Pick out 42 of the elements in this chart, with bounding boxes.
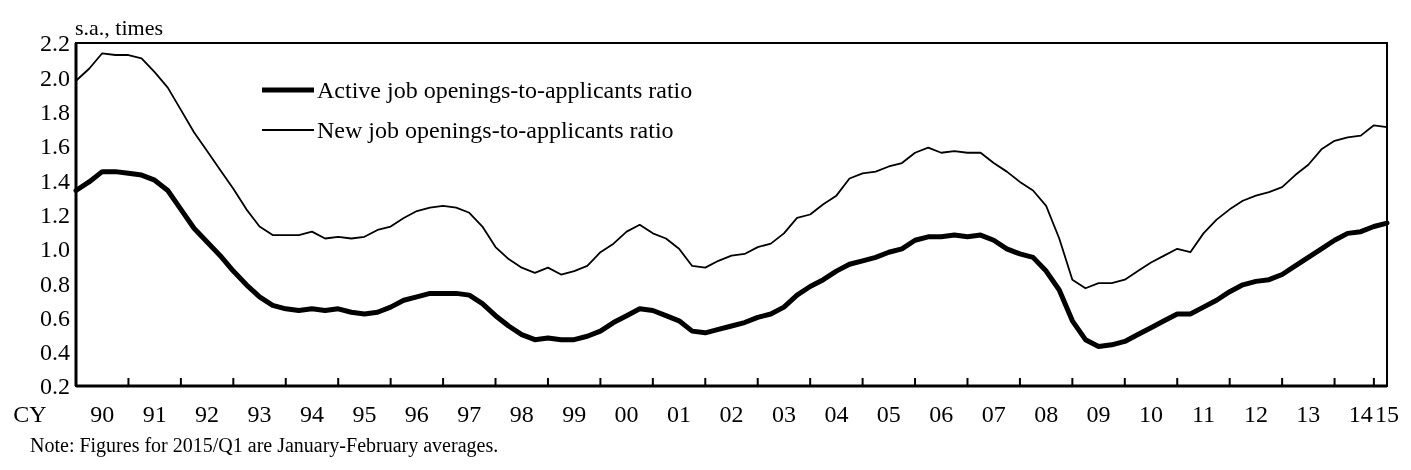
y-tick-label: 2.0	[40, 64, 70, 91]
y-tick-label: 1.2	[40, 201, 70, 228]
y-tick-label: 0.2	[40, 373, 70, 400]
x-tick-label: 00	[614, 401, 639, 427]
x-axis-title: CY	[13, 401, 47, 427]
x-tick-label: 97	[457, 401, 482, 427]
x-tick-label: 09	[1086, 401, 1111, 427]
x-tick-label: 02	[719, 401, 744, 427]
x-tick-label: 13	[1296, 401, 1321, 427]
x-tick-label: 15	[1375, 401, 1399, 427]
x-tick-label: 14	[1348, 401, 1373, 427]
y-tick-label: 1.6	[40, 133, 70, 160]
y-tick-label: 2.2	[40, 30, 70, 57]
y-tick-label: 1.0	[40, 236, 70, 263]
y-tick-label: 1.8	[40, 99, 70, 125]
y-axis-title: s.a., times	[75, 15, 163, 40]
y-tick-label: 1.4	[40, 167, 70, 194]
x-tick-label: 08	[1034, 401, 1059, 427]
x-tick-label: 06	[929, 401, 954, 427]
x-tick-label: 95	[352, 401, 377, 427]
x-tick-label: 01	[667, 401, 692, 427]
x-tick-label: 90	[90, 401, 115, 427]
x-tick-label: 93	[247, 401, 272, 427]
x-tick-label: 03	[771, 401, 796, 427]
x-tick-label: 12	[1243, 401, 1268, 427]
y-tick-label: 0.4	[40, 339, 70, 366]
x-tick-label: 96	[404, 401, 429, 427]
x-tick-label: 05	[876, 401, 901, 427]
x-tick-label: 94	[299, 401, 324, 427]
x-tick-label: 11	[1191, 401, 1216, 427]
x-tick-label: 92	[195, 401, 220, 427]
x-tick-label: 10	[1139, 401, 1164, 427]
legend-label: Active job openings-to-applicants ratio	[317, 77, 693, 104]
x-tick-label: 91	[142, 401, 167, 427]
x-tick-label: 04	[824, 401, 849, 427]
x-tick-label: 98	[509, 401, 534, 427]
x-tick-label: 99	[562, 401, 587, 427]
y-tick-label: 0.8	[40, 270, 70, 297]
y-tick-label: 0.6	[40, 304, 70, 331]
legend-label: New job openings-to-applicants ratio	[317, 117, 674, 144]
text: Note: Figures for 2015/Q1 are January-February averages.	[30, 434, 499, 457]
x-tick-label: 07	[981, 401, 1006, 427]
